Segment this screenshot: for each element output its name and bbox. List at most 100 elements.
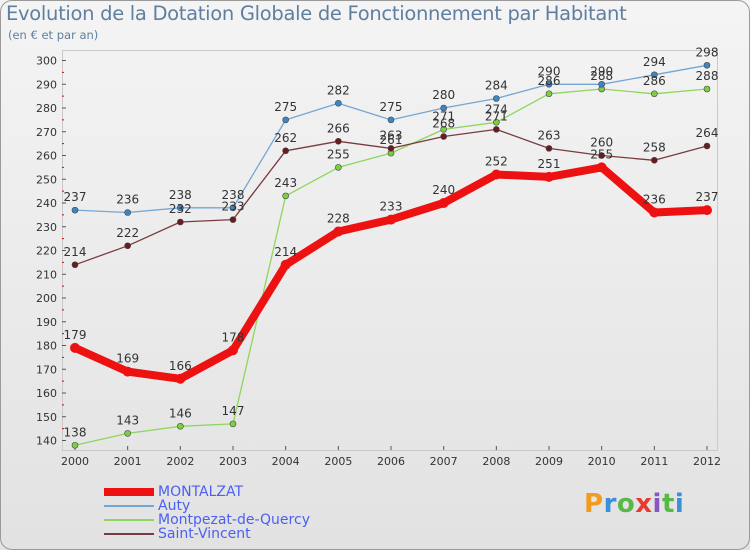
- data-point-auty: [493, 95, 500, 102]
- data-label-saint-vincent: 268: [432, 117, 455, 131]
- data-label-montalzat: 255: [590, 147, 613, 161]
- data-point-montalzat: [491, 169, 502, 180]
- data-label-saint-vincent: 214: [64, 245, 87, 259]
- data-point-auty: [651, 71, 658, 79]
- data-point-montpezat-de-quercy: [177, 422, 184, 430]
- data-label-montalzat: 228: [327, 212, 350, 226]
- chart-subtitle: (en € et par an): [8, 28, 99, 42]
- data-point-montpezat-de-quercy: [440, 126, 447, 133]
- proxiti-logo: Proxiti: [584, 489, 684, 519]
- data-label-auty: 298: [696, 45, 719, 59]
- data-label-saint-vincent: 262: [274, 131, 297, 145]
- legend-label-montpezat: Montpezat-de-Quercy: [158, 512, 310, 528]
- x-tick-label: 2011: [640, 455, 668, 468]
- y-tick-label: 270: [36, 126, 57, 139]
- data-point-montalzat: [438, 198, 449, 208]
- data-label-montalzat: 236: [643, 193, 666, 207]
- data-label-auty: 290: [538, 64, 561, 78]
- data-label-auty: 236: [116, 193, 139, 207]
- x-tick-label: 2003: [219, 455, 247, 468]
- data-label-auty: 237: [64, 190, 87, 204]
- y-tick-label: 220: [36, 245, 57, 258]
- y-tick-label: 200: [36, 292, 57, 305]
- data-label-auty: 275: [274, 100, 297, 114]
- data-label-saint-vincent: 263: [380, 128, 403, 142]
- data-point-montalzat: [386, 214, 396, 225]
- legend-item-saint-vincent: Saint-Vincent: [104, 527, 310, 541]
- x-tick-label: 2010: [588, 455, 616, 468]
- y-tick-label: 160: [36, 387, 57, 400]
- data-point-saint-vincent: [651, 156, 658, 164]
- data-label-montpezat-de-quercy: 274: [485, 102, 508, 116]
- data-point-montalzat: [596, 162, 607, 173]
- logo-letter: t: [661, 489, 675, 519]
- data-label-montpezat-de-quercy: 146: [169, 406, 192, 420]
- data-point-montpezat-de-quercy: [124, 430, 131, 437]
- y-tick-label: 150: [36, 411, 57, 424]
- legend-label-auty: Auty: [158, 498, 191, 514]
- data-label-auty: 282: [327, 83, 350, 97]
- data-label-saint-vincent: 264: [696, 126, 719, 140]
- logo-letter: P: [584, 489, 604, 519]
- x-tick-label: 2002: [166, 455, 194, 468]
- data-point-auty: [703, 61, 711, 69]
- data-label-montalzat: 233: [380, 200, 403, 214]
- y-tick-label: 230: [36, 221, 57, 234]
- x-tick-label: 2006: [377, 455, 405, 468]
- data-label-saint-vincent: 222: [116, 226, 139, 240]
- data-label-montalzat: 252: [485, 155, 508, 169]
- data-label-montalzat: 214: [274, 245, 297, 259]
- data-point-saint-vincent: [493, 126, 500, 133]
- logo-letter: i: [652, 489, 662, 519]
- data-point-montalzat: [122, 366, 133, 377]
- y-tick-label: 250: [36, 173, 57, 186]
- data-label-saint-vincent: 258: [643, 140, 666, 154]
- data-point-saint-vincent: [282, 147, 289, 155]
- y-tick-label: 280: [36, 102, 57, 115]
- y-tick-label: 300: [36, 55, 57, 68]
- data-point-montalzat: [228, 345, 238, 356]
- data-point-saint-vincent: [177, 218, 184, 226]
- data-label-auty: 238: [222, 188, 245, 202]
- data-label-auty: 275: [380, 100, 403, 114]
- logo-letter: i: [674, 489, 685, 519]
- y-tick-label: 190: [36, 316, 57, 329]
- data-point-saint-vincent: [598, 152, 605, 159]
- y-tick-label: 210: [36, 268, 57, 281]
- data-point-saint-vincent: [545, 145, 553, 152]
- data-label-montalzat: 179: [64, 328, 87, 342]
- data-label-montpezat-de-quercy: 286: [538, 74, 561, 88]
- legend-swatch-montalzat: [104, 488, 154, 496]
- data-point-auty: [545, 80, 553, 88]
- x-tick-label: 2007: [430, 455, 458, 468]
- data-label-montpezat-de-quercy: 286: [643, 74, 666, 88]
- legend-label-saint-vincent: Saint-Vincent: [158, 526, 251, 542]
- data-label-montalzat: 166: [169, 359, 192, 373]
- data-label-auty: 280: [432, 88, 455, 102]
- data-point-auty: [177, 204, 184, 212]
- data-point-montpezat-de-quercy: [545, 90, 553, 98]
- data-point-montpezat-de-quercy: [335, 164, 342, 171]
- data-point-auty: [335, 99, 342, 107]
- data-point-montpezat-de-quercy: [703, 85, 711, 93]
- chart-legend: MONTALZAT Auty Montpezat-de-Quercy Saint…: [104, 485, 310, 541]
- data-label-montalzat: 251: [538, 157, 561, 171]
- chart-series: [70, 61, 712, 449]
- data-label-montpezat-de-quercy: 288: [590, 69, 613, 83]
- data-label-saint-vincent: 233: [222, 200, 245, 214]
- data-point-saint-vincent: [124, 242, 131, 250]
- logo-letter: r: [603, 489, 617, 519]
- data-label-saint-vincent: 232: [169, 202, 192, 216]
- data-point-montalzat: [70, 342, 80, 353]
- data-label-auty: 284: [485, 79, 508, 93]
- data-label-saint-vincent: 263: [538, 128, 561, 142]
- x-tick-label: 2012: [693, 455, 721, 468]
- data-point-auty: [440, 104, 447, 112]
- logo-letter: o: [616, 489, 636, 519]
- data-label-montpezat-de-quercy: 255: [327, 147, 350, 161]
- y-tick-label: 140: [36, 435, 57, 448]
- data-point-auty: [71, 206, 79, 214]
- legend-item-montpezat: Montpezat-de-Quercy: [104, 513, 310, 527]
